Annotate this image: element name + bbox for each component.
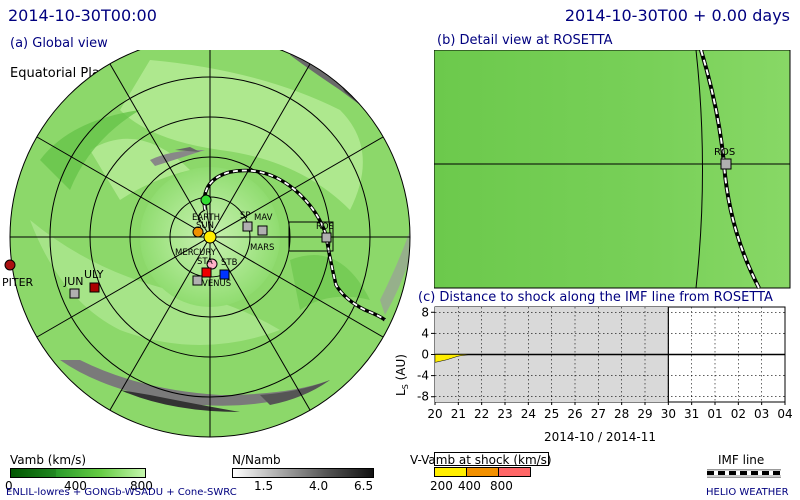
timestamp-right: 2014-10-30T00 + 0.00 days <box>564 6 790 25</box>
detail-view-plot: ROS <box>434 50 791 289</box>
ytick-label: -8 <box>417 390 429 404</box>
xtick-label: 22 <box>474 407 489 421</box>
vamb-bar-seg1 <box>10 468 56 478</box>
xtick-label: 29 <box>637 407 652 421</box>
imf-legend-line <box>707 471 781 475</box>
shock-tick-0: 200 <box>430 479 453 493</box>
namb-colorbar <box>232 468 374 478</box>
venus-probe-marker <box>192 275 203 286</box>
panel-a-title: (a) Global view <box>10 36 108 51</box>
xtick-label: 25 <box>544 407 559 421</box>
earth-label: EARTH <box>192 213 220 223</box>
ytick-label: -4 <box>417 369 429 383</box>
namb-tick-0: 1.5 <box>254 479 274 493</box>
vamb-tick-0: 0 <box>5 479 13 493</box>
mav-label: MAV <box>254 213 273 223</box>
uly-marker <box>89 282 100 293</box>
xtick-label: 23 <box>497 407 512 421</box>
namb-tick-2: 6.5 <box>354 479 374 493</box>
chart-ylabel: LS (AU) <box>395 354 410 396</box>
xtick-label: 27 <box>591 407 606 421</box>
shock-tick-2: 800 <box>490 479 513 493</box>
shock-tick-1: 400 <box>458 479 481 493</box>
stb-marker <box>206 258 218 270</box>
xtick-label: 30 <box>661 407 676 421</box>
mercury-label: MERCURY <box>175 248 217 258</box>
imf-line <box>203 169 386 321</box>
panel-c-title: (c) Distance to shock along the IMF line… <box>418 290 773 305</box>
shock-legend-title: V-Vamb at shock (km/s) <box>410 453 552 467</box>
mercury-marker <box>192 226 204 238</box>
xtick-label: 28 <box>614 407 629 421</box>
vamb-legend-title: Vamb (km/s) <box>10 453 87 467</box>
ros-label-detail: ROS <box>714 147 735 158</box>
stb-label: STB <box>221 258 238 268</box>
ros-marker <box>321 232 332 243</box>
shock-seg-red <box>498 467 531 477</box>
imf-legend-title: IMF line <box>718 453 765 467</box>
sta-label: STA <box>197 257 213 267</box>
sun-label: SUN <box>196 221 214 231</box>
uly-label: ULY <box>84 268 104 281</box>
sp-marker <box>242 221 253 232</box>
mav-marker <box>257 225 268 236</box>
xtick-label: 03 <box>754 407 769 421</box>
vamb-bar-seg2 <box>56 468 146 478</box>
xtick-label: 20 <box>427 407 442 421</box>
xtick-label: 21 <box>451 407 466 421</box>
ros-detail-box <box>288 221 334 252</box>
sta-marker <box>201 267 212 278</box>
chart-xlabel: 2014-10 / 2014-11 <box>544 430 656 444</box>
namb-tick-1: 4.0 <box>309 479 329 493</box>
shock-seg-orange <box>466 467 499 477</box>
timestamp-left: 2014-10-30T00:00 <box>8 6 157 25</box>
shock-distance-chart: 840-4-820 21 22 23 24 25 26 27 28 29 30 31 01 02 03 04 … <box>395 305 793 444</box>
jun-marker <box>69 288 80 299</box>
xtick-label: 24 <box>521 407 536 421</box>
model-credit: ENLIL-lowres + GONGb-WSADU + Cone-SWRC <box>6 487 237 498</box>
ytick-label: 8 <box>421 305 429 319</box>
vamb-colorbar <box>10 468 146 478</box>
jupiter-marker <box>4 259 16 271</box>
xtick-label: 04 <box>777 407 792 421</box>
xtick-label: 26 <box>567 407 582 421</box>
namb-legend-title: N/Namb <box>232 453 281 467</box>
venus-label: VENUS <box>202 279 231 289</box>
helio-weather-credit: HELIO WEATHER <box>706 487 789 498</box>
venus-marker <box>219 269 230 280</box>
ytick-label: 4 <box>421 326 429 340</box>
ros-label-global: ROS <box>316 222 334 232</box>
ytick-label: 0 <box>421 348 429 362</box>
global-view-plot: EARTH SUN MERCURY SP MAV MARS ROS STA ST… <box>2 50 411 438</box>
xtick-label: 02 <box>731 407 746 421</box>
shock-distance-area <box>434 354 482 363</box>
sp-label: SP <box>240 211 251 221</box>
panel-b-title: (b) Detail view at ROSETTA <box>437 33 613 48</box>
jun-label: JUN <box>63 275 84 288</box>
mars-label: MARS <box>250 243 274 253</box>
ros-marker-detail <box>720 158 732 170</box>
jupiter-label: PITER <box>2 276 34 289</box>
shock-colorbar-wrap <box>434 452 549 466</box>
xtick-label: 31 <box>684 407 699 421</box>
sun-marker <box>203 230 217 244</box>
shock-seg-yellow <box>434 467 467 477</box>
vamb-tick-2: 800 <box>130 479 153 493</box>
vamb-tick-1: 400 <box>64 479 87 493</box>
xtick-label: 01 <box>707 407 722 421</box>
earth-marker <box>200 194 212 206</box>
